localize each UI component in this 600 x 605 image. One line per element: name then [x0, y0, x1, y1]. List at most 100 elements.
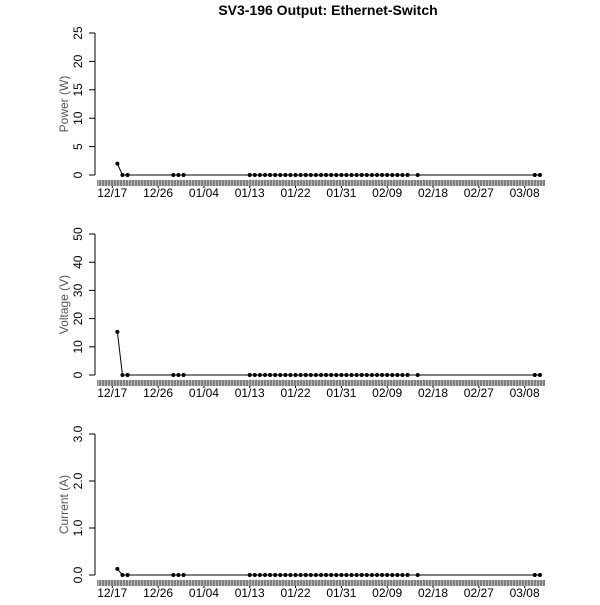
data-point	[298, 573, 303, 577]
data-point	[375, 373, 379, 377]
data-point	[181, 173, 186, 177]
y-tick-label: 2.0	[71, 472, 85, 489]
data-point	[364, 373, 369, 377]
data-point	[293, 173, 298, 177]
y-tick-label: 25	[71, 26, 85, 40]
data-point	[329, 373, 334, 377]
data-point	[349, 573, 354, 577]
rug	[97, 580, 545, 586]
data-point	[380, 173, 385, 177]
data-point	[273, 373, 278, 377]
data-point	[324, 173, 329, 177]
data-point	[273, 173, 278, 177]
data-point	[115, 161, 120, 166]
data-point	[181, 573, 186, 577]
data-point	[375, 173, 379, 177]
data-point	[278, 173, 283, 177]
data-point	[359, 173, 364, 177]
data-point	[257, 173, 262, 177]
data-point	[390, 173, 395, 177]
data-point	[247, 373, 252, 377]
rug	[97, 380, 545, 386]
data-point	[252, 573, 257, 577]
data-point	[329, 173, 334, 177]
data-point	[125, 373, 130, 377]
data-point	[171, 173, 176, 177]
data-point	[334, 173, 339, 177]
x-tick-label: 02/18	[418, 586, 448, 600]
x-tick-label: 12/17	[97, 186, 127, 200]
data-point	[354, 173, 359, 177]
data-point	[125, 173, 130, 177]
y-tick-label: 0	[71, 371, 85, 378]
data-point	[385, 173, 390, 177]
x-tick-label: 02/09	[372, 386, 402, 400]
data-point	[405, 573, 410, 577]
x-tick-label: 02/18	[418, 386, 448, 400]
x-tick-label: 02/18	[418, 186, 448, 200]
x-tick-label: 01/13	[235, 386, 265, 400]
x-tick-label: 12/26	[143, 386, 173, 400]
data-point	[537, 373, 542, 377]
data-point	[263, 373, 267, 377]
data-point	[115, 566, 120, 571]
data-point	[120, 373, 125, 377]
data-point	[532, 173, 537, 177]
data-point	[339, 573, 344, 577]
data-point	[364, 173, 369, 177]
data-point	[349, 373, 354, 377]
data-point	[405, 373, 410, 377]
data-point	[303, 573, 308, 577]
y-tick-label: 0	[71, 171, 85, 178]
data-point	[120, 173, 125, 177]
data-point	[120, 573, 125, 577]
data-point	[263, 173, 267, 177]
data-line	[116, 331, 540, 376]
data-point	[339, 173, 344, 177]
data-point	[395, 173, 400, 177]
data-point	[537, 573, 542, 577]
x-tick-label: 01/22	[281, 186, 311, 200]
data-point	[247, 173, 252, 177]
y-tick-label: 20	[71, 54, 85, 68]
data-point	[359, 373, 364, 377]
data-point	[125, 573, 130, 577]
data-point	[293, 573, 298, 577]
data-point	[400, 373, 405, 377]
data-point	[324, 373, 329, 377]
y-tick-label: 40	[71, 255, 85, 269]
data-point	[359, 573, 364, 577]
data-point	[176, 573, 181, 577]
x-tick-label: 01/13	[235, 586, 265, 600]
data-point	[288, 373, 293, 377]
x-tick-label: 12/17	[97, 586, 127, 600]
data-point	[313, 373, 318, 377]
rug	[97, 180, 545, 186]
data-point	[354, 373, 359, 377]
data-point	[390, 373, 395, 377]
data-point	[369, 373, 374, 377]
x-tick-label: 01/22	[281, 386, 311, 400]
x-tick-label: 12/17	[97, 386, 127, 400]
x-tick-label: 01/22	[281, 586, 311, 600]
data-point	[349, 173, 354, 177]
x-tick-label: 03/08	[510, 586, 540, 600]
data-point	[344, 373, 349, 377]
x-tick-label: 01/31	[326, 586, 356, 600]
data-point	[415, 373, 420, 377]
chart-title: SV3-196 Output: Ethernet-Switch	[218, 2, 437, 18]
data-point	[380, 373, 385, 377]
data-point	[171, 373, 176, 377]
data-point	[319, 573, 323, 577]
x-tick-label: 01/04	[189, 586, 219, 600]
data-point	[319, 373, 323, 377]
data-point	[283, 573, 288, 577]
data-point	[257, 373, 262, 377]
data-point	[324, 573, 329, 577]
x-tick-label: 02/09	[372, 186, 402, 200]
data-point	[405, 173, 410, 177]
y-tick-label: 10	[71, 340, 85, 354]
data-point	[537, 173, 542, 177]
x-tick-label: 03/08	[510, 186, 540, 200]
data-point	[176, 173, 181, 177]
